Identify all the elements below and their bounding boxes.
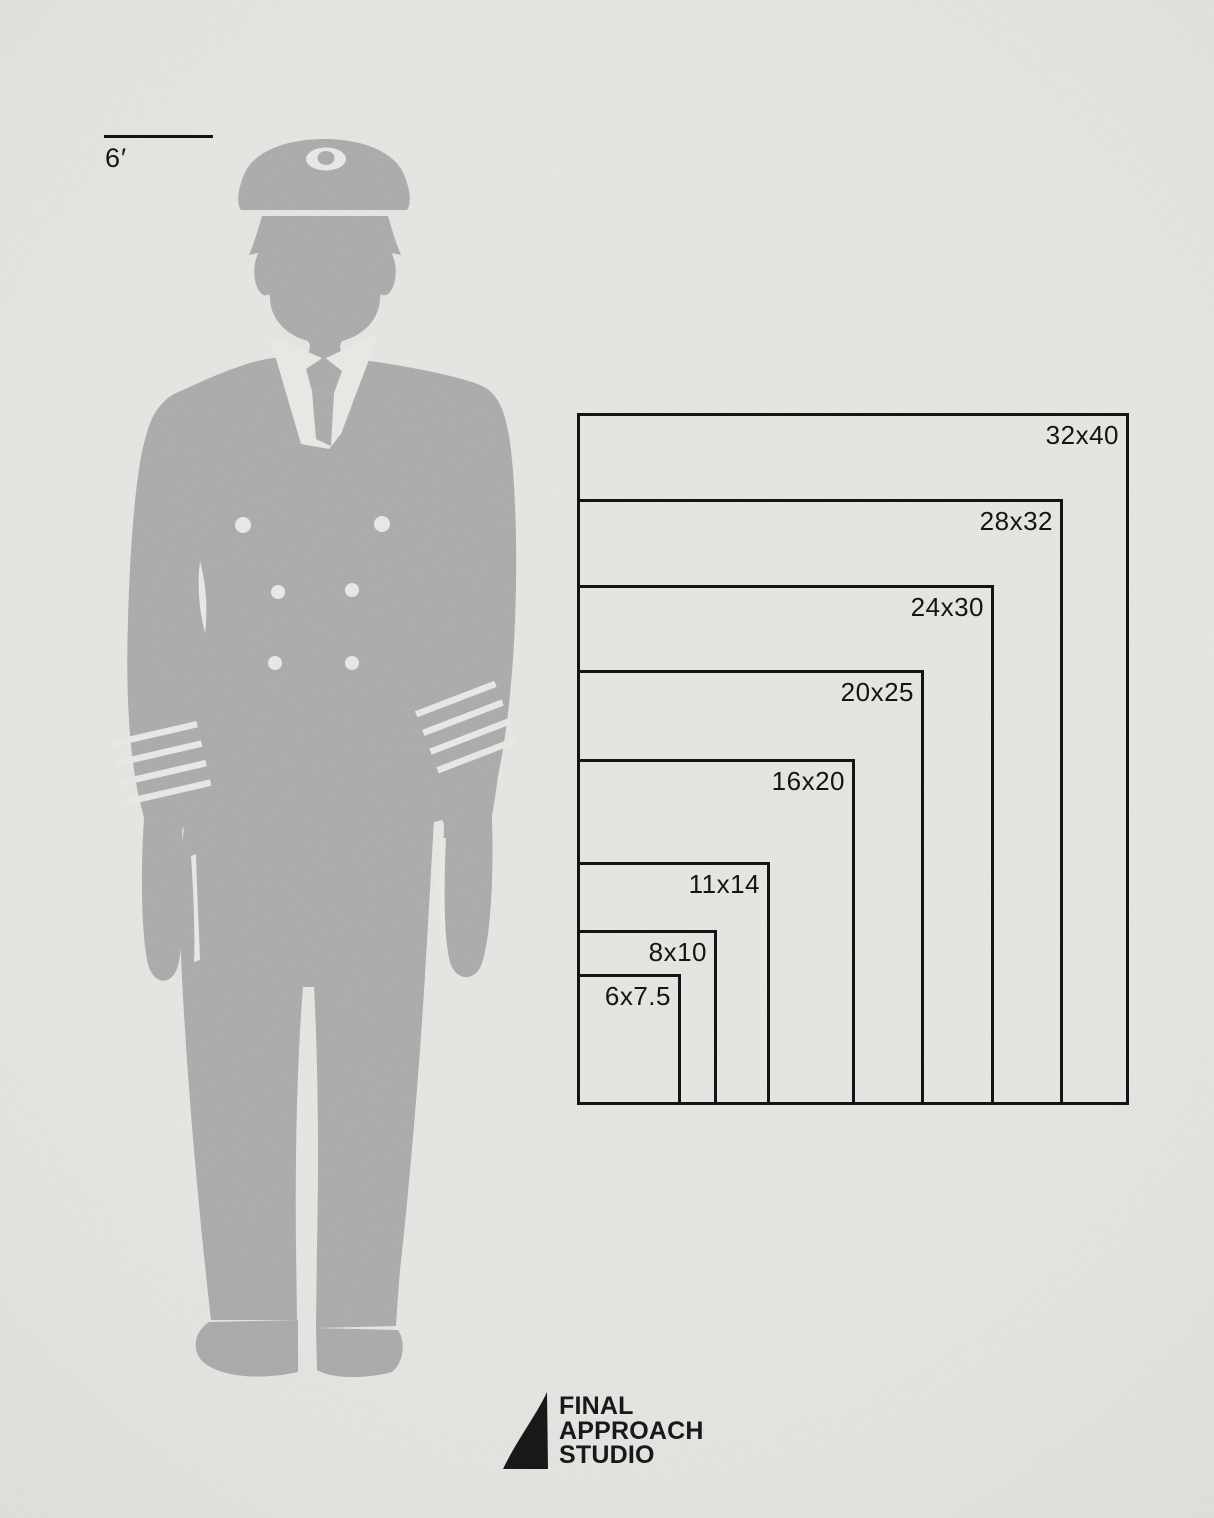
- height-ruler-line: [104, 135, 213, 138]
- logo-wordmark: FINAL APPROACH STUDIO: [559, 1391, 704, 1468]
- size-label-28x32: 28x32: [979, 506, 1053, 536]
- height-ruler-label: 6′: [105, 143, 128, 173]
- size-label-24x30: 24x30: [910, 592, 984, 622]
- tail-fin-icon: [503, 1392, 548, 1469]
- size-rect-6x7.5: 6x7.5: [577, 974, 681, 1105]
- logo-line-1: FINAL: [559, 1392, 634, 1420]
- logo-line-2: APPROACH: [559, 1416, 704, 1445]
- size-label-20x25: 20x25: [840, 677, 914, 707]
- logo-line-3: STUDIO: [559, 1441, 655, 1470]
- studio-logo: FINAL APPROACH STUDIO: [503, 1391, 704, 1470]
- size-label-8x10: 8x10: [648, 937, 707, 967]
- size-label-32x40: 32x40: [1045, 420, 1119, 450]
- size-label-11x14: 11x14: [688, 869, 760, 899]
- size-label-6x7.5: 6x7.5: [604, 981, 671, 1011]
- size-label-16x20: 16x20: [771, 766, 845, 796]
